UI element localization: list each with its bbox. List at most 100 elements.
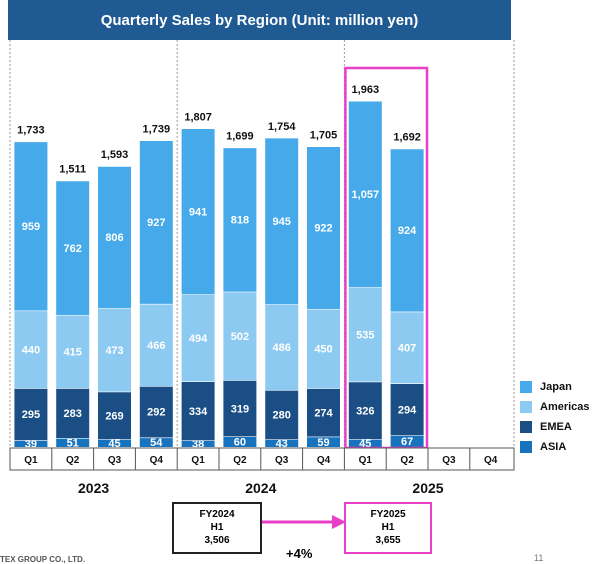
legend-swatch-americas	[520, 401, 532, 413]
bar-asia-5	[223, 436, 257, 447]
bar-asia-3	[139, 437, 173, 447]
total-label-7: 1,705	[310, 129, 338, 141]
bar-americas-9	[390, 311, 424, 384]
data-label-americas-0: 440	[22, 344, 40, 356]
total-label-5: 1,699	[226, 130, 254, 142]
tick-label-2024-q1: Q1	[191, 455, 205, 466]
tick-label-2024-q3: Q3	[275, 455, 289, 466]
stacked-bar-chart: 392954409591,733512834157621,51145269473…	[9, 40, 515, 496]
total-label-0: 1,733	[17, 124, 45, 136]
legend-item-japan: Japan	[520, 377, 590, 397]
data-label-japan-2: 806	[105, 232, 123, 244]
data-label-americas-5: 502	[231, 331, 249, 343]
fy2025-period: H1	[381, 522, 395, 533]
bar-asia-7	[307, 436, 340, 447]
tick-label-2025-q2: Q2	[400, 455, 414, 466]
bar-emea-7	[307, 388, 340, 437]
data-label-japan-0: 959	[22, 221, 40, 233]
data-label-americas-6: 486	[273, 342, 291, 354]
bar-japan-4	[181, 128, 215, 295]
data-label-emea-5: 319	[231, 403, 249, 415]
data-label-asia-7: 59	[317, 437, 329, 449]
bar-japan-2	[98, 166, 131, 309]
data-label-americas-4: 494	[189, 333, 208, 345]
total-label-1: 1,511	[59, 164, 86, 176]
fy2025-value: 3,655	[375, 535, 401, 546]
bar-americas-0	[14, 310, 48, 389]
bar-emea-6	[265, 390, 299, 440]
tick-label-2023-q2: Q2	[66, 455, 80, 466]
bar-americas-7	[307, 308, 340, 389]
bar-asia-2	[98, 439, 131, 447]
bar-japan-0	[14, 141, 48, 311]
total-label-6: 1,754	[268, 121, 296, 133]
data-label-asia-6: 43	[276, 438, 288, 450]
bar-asia-1	[56, 438, 90, 447]
legend-item-americas: Americas	[520, 397, 590, 417]
tick-label-2024-q2: Q2	[233, 455, 247, 466]
bar-japan-8	[348, 100, 382, 288]
legend-swatch-japan	[520, 381, 532, 393]
tick-label-2025-q1: Q1	[359, 455, 373, 466]
total-label-3: 1,739	[143, 123, 171, 135]
legend-label-japan: Japan	[540, 381, 572, 393]
tick-label-2023-q1: Q1	[24, 455, 38, 466]
bar-emea-0	[14, 388, 48, 441]
data-label-emea-4: 334	[189, 406, 208, 418]
fy2024-h1-box: FY2024 H1 3,506	[172, 502, 262, 554]
bar-japan-7	[307, 146, 340, 309]
data-label-asia-5: 60	[234, 437, 246, 449]
legend-item-emea: EMEA	[520, 417, 590, 437]
tick-label-2023-q3: Q3	[108, 455, 122, 466]
growth-arrow	[262, 515, 346, 529]
legend-label-emea: EMEA	[540, 421, 572, 433]
bar-japan-1	[56, 180, 90, 315]
bar-asia-4	[181, 440, 215, 447]
data-label-emea-0: 295	[22, 409, 40, 421]
growth-percentage: +4%	[286, 546, 313, 561]
data-label-asia-3: 54	[150, 437, 163, 449]
data-label-japan-4: 941	[189, 206, 207, 218]
bar-americas-2	[98, 308, 131, 392]
tick-label-2023-q4: Q4	[150, 455, 164, 466]
data-label-americas-8: 535	[356, 329, 374, 341]
data-label-japan-3: 927	[147, 217, 165, 229]
data-label-emea-1: 283	[64, 408, 82, 420]
bar-emea-3	[139, 386, 173, 438]
data-label-asia-9: 67	[401, 436, 413, 448]
company-footer: TEX GROUP CO., LTD.	[0, 555, 86, 564]
data-label-asia-2: 45	[108, 438, 120, 450]
data-label-japan-5: 818	[231, 215, 249, 227]
data-label-japan-6: 945	[273, 216, 291, 228]
bar-americas-8	[348, 287, 382, 382]
chart-legend: Japan Americas EMEA ASIA	[520, 377, 590, 457]
year-label-2025: 2025	[412, 480, 443, 496]
category-axis	[9, 447, 515, 471]
data-label-americas-2: 473	[105, 345, 123, 357]
fy2025-label: FY2025	[370, 509, 406, 520]
total-label-4: 1,807	[184, 111, 212, 123]
legend-label-asia: ASIA	[540, 441, 567, 453]
total-label-9: 1,692	[393, 132, 421, 144]
bar-americas-5	[223, 291, 257, 381]
data-label-japan-8: 1,057	[352, 189, 380, 201]
legend-swatch-asia	[520, 441, 532, 453]
fy2024-value: 3,506	[204, 535, 230, 546]
bar-americas-6	[265, 304, 299, 391]
bar-emea-8	[348, 381, 382, 440]
legend-label-americas: Americas	[540, 401, 590, 413]
data-label-emea-7: 274	[314, 407, 333, 419]
bar-emea-2	[98, 391, 131, 440]
bar-americas-4	[181, 294, 215, 382]
chart-title: Quarterly Sales by Region (Unit: million…	[8, 0, 511, 40]
page-number: 11	[534, 553, 544, 563]
tick-label-2025-q4: Q4	[484, 455, 498, 466]
bar-emea-5	[223, 380, 257, 437]
data-label-emea-8: 326	[356, 405, 374, 417]
bar-japan-5	[223, 147, 257, 292]
data-label-americas-9: 407	[398, 342, 416, 354]
bar-emea-9	[390, 383, 424, 436]
bar-americas-3	[139, 303, 173, 387]
data-label-emea-2: 269	[105, 410, 123, 422]
bar-emea-4	[181, 381, 215, 441]
